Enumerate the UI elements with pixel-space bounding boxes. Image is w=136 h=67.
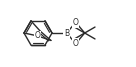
Text: O: O — [73, 18, 79, 27]
Text: O: O — [73, 39, 79, 48]
Text: O: O — [35, 31, 41, 40]
Text: B: B — [64, 28, 69, 38]
